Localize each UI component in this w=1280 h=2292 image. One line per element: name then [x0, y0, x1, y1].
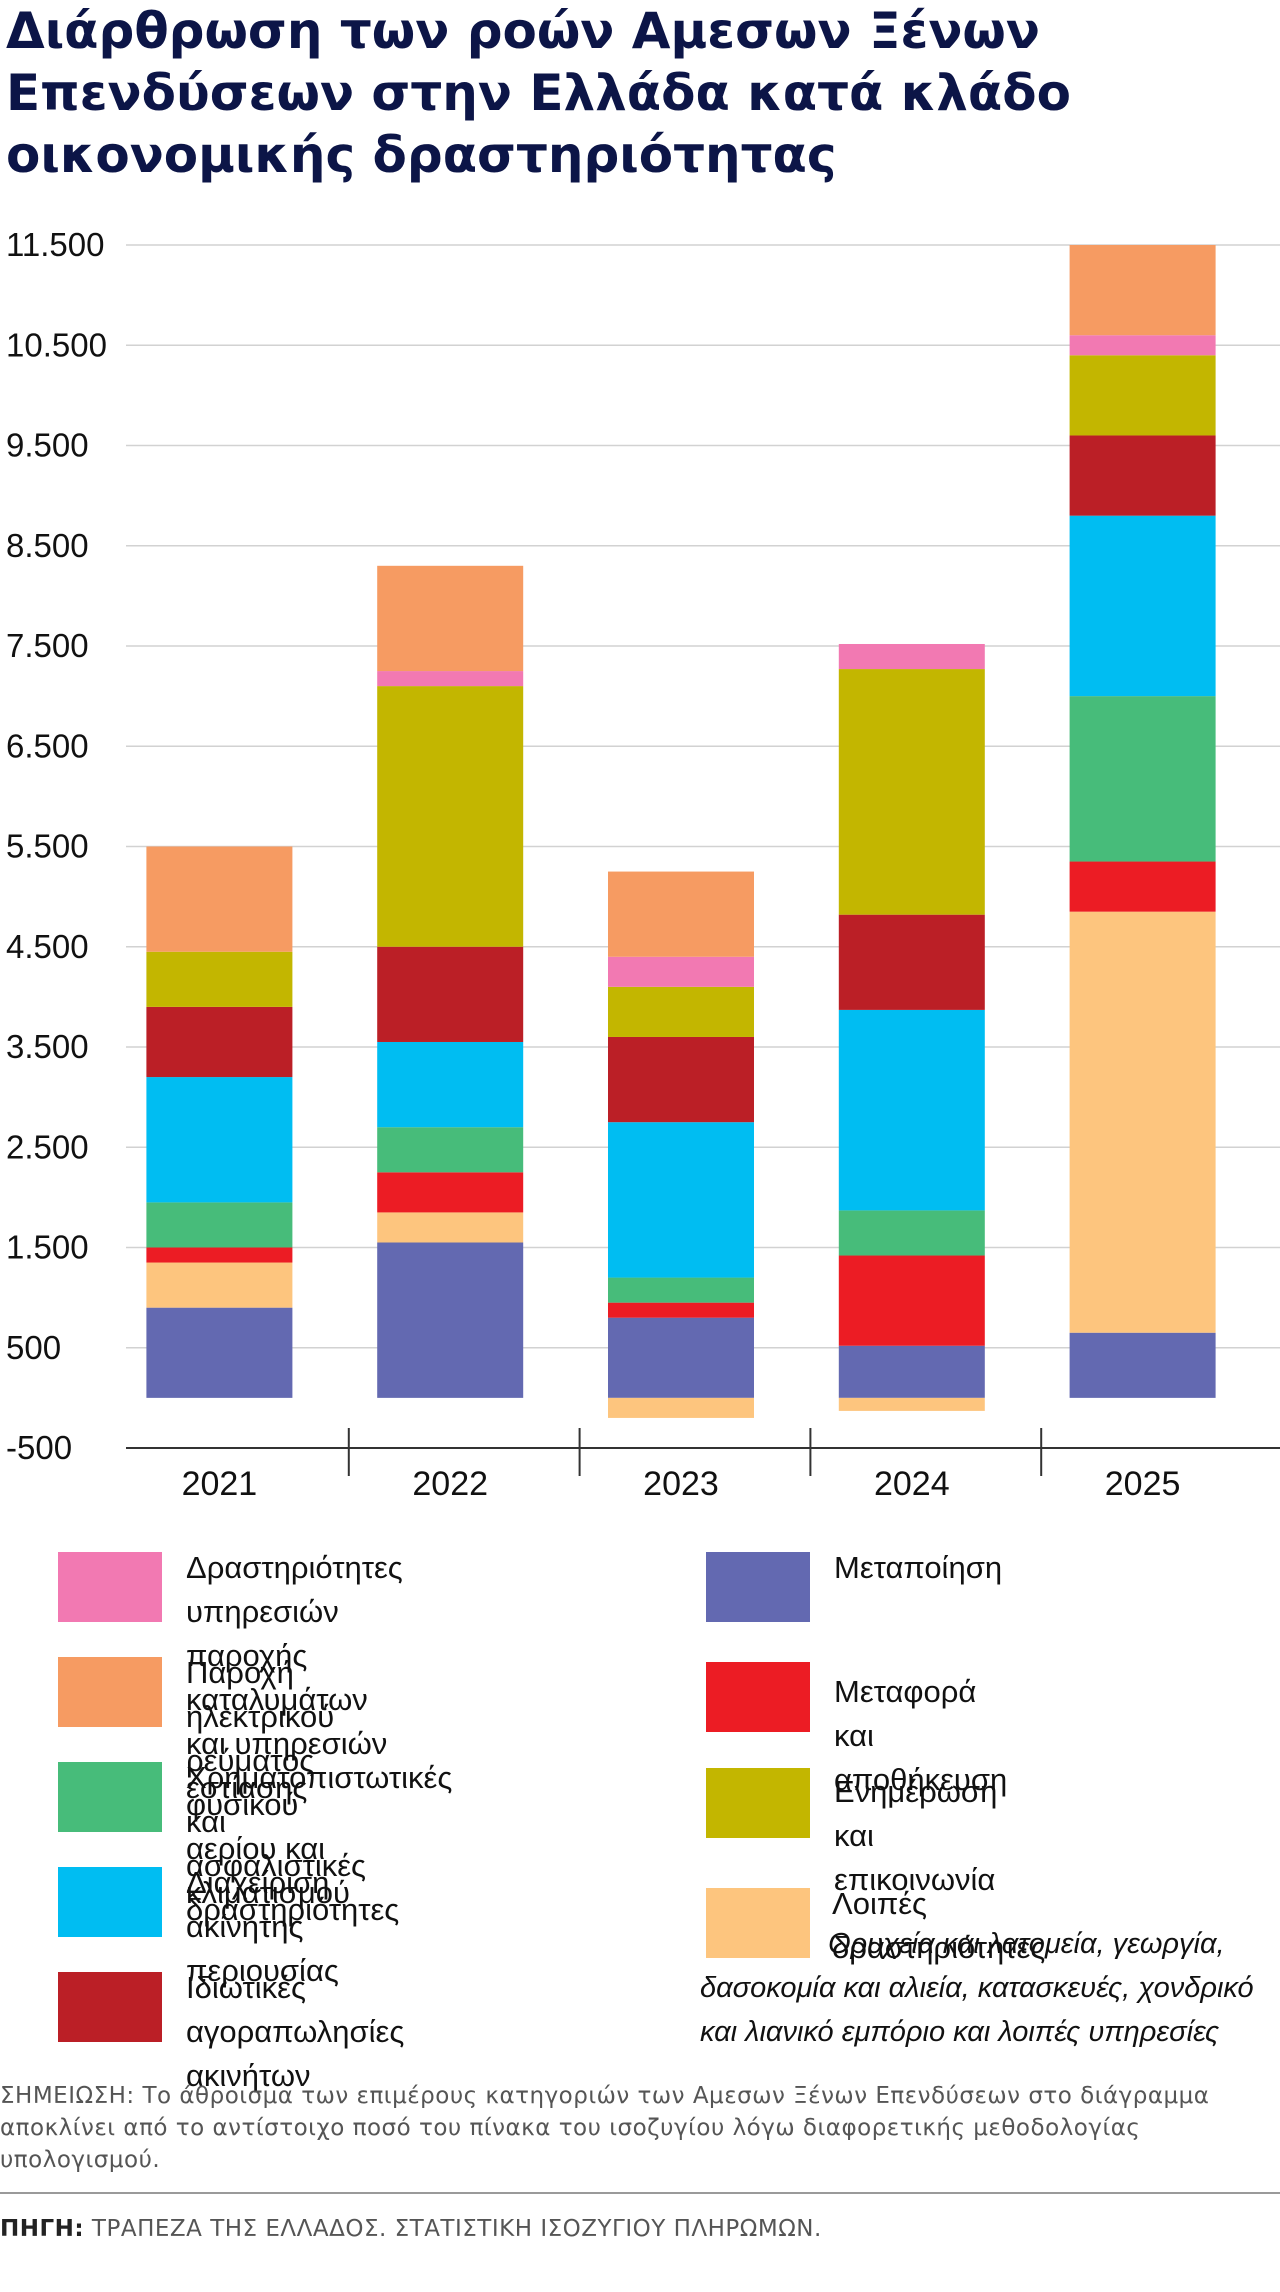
bar-2022-transport — [377, 1172, 524, 1213]
bar-2023-finance — [608, 1277, 754, 1303]
source-line: ΠΗΓΗ: ΤΡΑΠΕΖΑ ΤΗΣ ΕΛΛΑΔΟΣ. ΣΤΑΤΙΣΤΙΚΗ ΙΣ… — [0, 2216, 1250, 2242]
bar-2024-other — [838, 1397, 985, 1411]
y-tick-label: 10.500 — [6, 326, 107, 363]
source-label: ΠΗΓΗ: — [0, 2216, 85, 2242]
bar-2021-ict — [146, 951, 293, 1007]
bar-2023-energy — [608, 871, 754, 957]
y-axis-ticks: -500 500 1.500 2.500 3.500 4.500 5.500 6.500 7.5… — [6, 226, 107, 1466]
bar-2024-real_estate_mgmt — [838, 1009, 985, 1211]
bar-2023-manufacturing — [608, 1317, 754, 1398]
bar-2022-energy — [377, 565, 524, 672]
legend-swatch-accommodation — [58, 1552, 162, 1622]
y-tick-label: 5.500 — [6, 828, 89, 865]
bar-2023-real_estate_tx — [608, 1036, 754, 1123]
bar-2024-ict — [838, 669, 985, 915]
divider — [0, 2192, 1280, 2194]
bar-2025-energy — [1069, 245, 1216, 336]
bar-2025-other — [1069, 911, 1216, 1333]
bar-2023-accommodation — [608, 956, 754, 987]
bar-2024-finance — [838, 1210, 985, 1256]
y-tick-label: 4.500 — [6, 928, 89, 965]
bar-2021-energy — [146, 846, 293, 952]
bar-2024-accommodation — [838, 643, 985, 670]
x-tick-label: 2023 — [643, 1465, 719, 1500]
footnote: ΣΗΜΕΙΩΣΗ: Το άθροισμα των επιμέρους κατη… — [0, 2083, 1210, 2173]
legend-swatch-other — [706, 1888, 810, 1958]
y-tick-label: 9.500 — [6, 427, 89, 464]
bar-2022-finance — [377, 1127, 524, 1173]
bar-2025-real_estate_tx — [1069, 435, 1216, 516]
legend-label-transport: Μεταφορά και αποθήκευση — [834, 1674, 1008, 1797]
legend-swatch-finance — [58, 1762, 162, 1832]
y-tick-label: 1.500 — [6, 1229, 89, 1266]
bar-2022-real_estate_tx — [377, 946, 524, 1042]
legend-swatch-real-estate-mgmt — [58, 1867, 162, 1937]
legend-label-ict: Ενημέρωση και επικοινωνία — [834, 1774, 998, 1897]
y-tick-label: 11.500 — [6, 226, 104, 263]
bar-2025-transport — [1069, 861, 1216, 912]
stacked-bar-chart: -500 500 1.500 2.500 3.500 4.500 5.500 6.500 7.5… — [6, 226, 1280, 1500]
legend-swatch-energy — [58, 1657, 162, 1727]
x-tick-label: 2021 — [182, 1465, 258, 1500]
legend-swatch-transport — [706, 1662, 810, 1732]
bar-2023-other — [608, 1397, 754, 1418]
x-tick-label: 2022 — [412, 1465, 488, 1500]
bar-2024-manufacturing — [838, 1345, 985, 1398]
bar-2022-other — [377, 1212, 524, 1243]
bar-2023-transport — [608, 1302, 754, 1318]
legend-label-real-estate-tx: Ιδιωτικές αγοραπωλησίες ακινήτων — [186, 1970, 405, 2093]
bar-2022-ict — [377, 686, 524, 947]
bar-2023-real_estate_mgmt — [608, 1122, 754, 1278]
legend-swatch-real-estate-tx — [58, 1972, 162, 2042]
x-tick-label: 2025 — [1105, 1465, 1181, 1500]
bar-2024-real_estate_tx — [838, 914, 985, 1010]
legend-label-accommodation: Δραστηριότητες υπηρεσιών παροχής καταλυμά… — [186, 1550, 403, 1805]
y-tick-label: 8.500 — [6, 527, 89, 564]
bar-2025-accommodation — [1069, 335, 1216, 356]
bar-2023-ict — [608, 986, 754, 1037]
bar-2024-transport — [838, 1255, 985, 1346]
legend-label-other: Λοιπές δραστηριότητες — [832, 1886, 1046, 1965]
y-tick-label: -500 — [6, 1429, 72, 1466]
bar-2025-ict — [1069, 355, 1216, 436]
bar-2021-real_estate_tx — [146, 1006, 293, 1078]
legend-label-finance: Χρηματοπιστωτικές και ασφαλιστικές δραστη… — [186, 1760, 453, 1927]
bar-2022-accommodation — [377, 671, 524, 687]
y-tick-label: 2.500 — [6, 1128, 89, 1165]
source-text: ΤΡΑΠΕΖΑ ΤΗΣ ΕΛΛΑΔΟΣ. ΣΤΑΤΙΣΤΙΚΗ ΙΣΟΖΥΓΙΟ… — [91, 2216, 822, 2242]
legend-label-energy: Παροχή ηλεκτρικού ρεύματος φυσικού αερίου… — [186, 1655, 350, 1910]
y-tick-label: 6.500 — [6, 727, 89, 764]
bar-2021-transport — [146, 1247, 293, 1263]
bar-2021-finance — [146, 1202, 293, 1248]
bar-2021-manufacturing — [146, 1307, 293, 1398]
bar-2021-other — [146, 1262, 293, 1308]
bar-2022-manufacturing — [377, 1242, 524, 1398]
bar-2022-real_estate_mgmt — [377, 1041, 524, 1128]
y-tick-label: 7.500 — [6, 627, 89, 664]
bar-2025-finance — [1069, 696, 1216, 862]
legend-swatch-manufacturing — [706, 1552, 810, 1622]
bars — [146, 245, 1216, 1418]
y-tick-label: 500 — [6, 1329, 61, 1366]
bar-2021-real_estate_mgmt — [146, 1077, 293, 1203]
x-axis: 2021 2022 2023 2024 2025 — [182, 1428, 1181, 1500]
y-tick-label: 3.500 — [6, 1028, 89, 1065]
bar-2025-manufacturing — [1069, 1332, 1216, 1398]
legend-swatch-ict — [706, 1768, 810, 1838]
legend-sublabel-other: Ορυχεία και λατομεία, γεωργία, δασοκομία… — [700, 1928, 1254, 2048]
bar-2025-real_estate_mgmt — [1069, 515, 1216, 697]
legend-label-manufacturing: Μεταποίηση — [834, 1550, 1003, 1585]
x-tick-label: 2024 — [874, 1465, 950, 1500]
legend-label-real-estate-mgmt: Διαχείριση ακίνητης περιουσίας — [186, 1865, 339, 1988]
chart-title: Διάρθρωση των ροών Αμεσων Ξένων Επενδύσε… — [6, 2, 1071, 184]
